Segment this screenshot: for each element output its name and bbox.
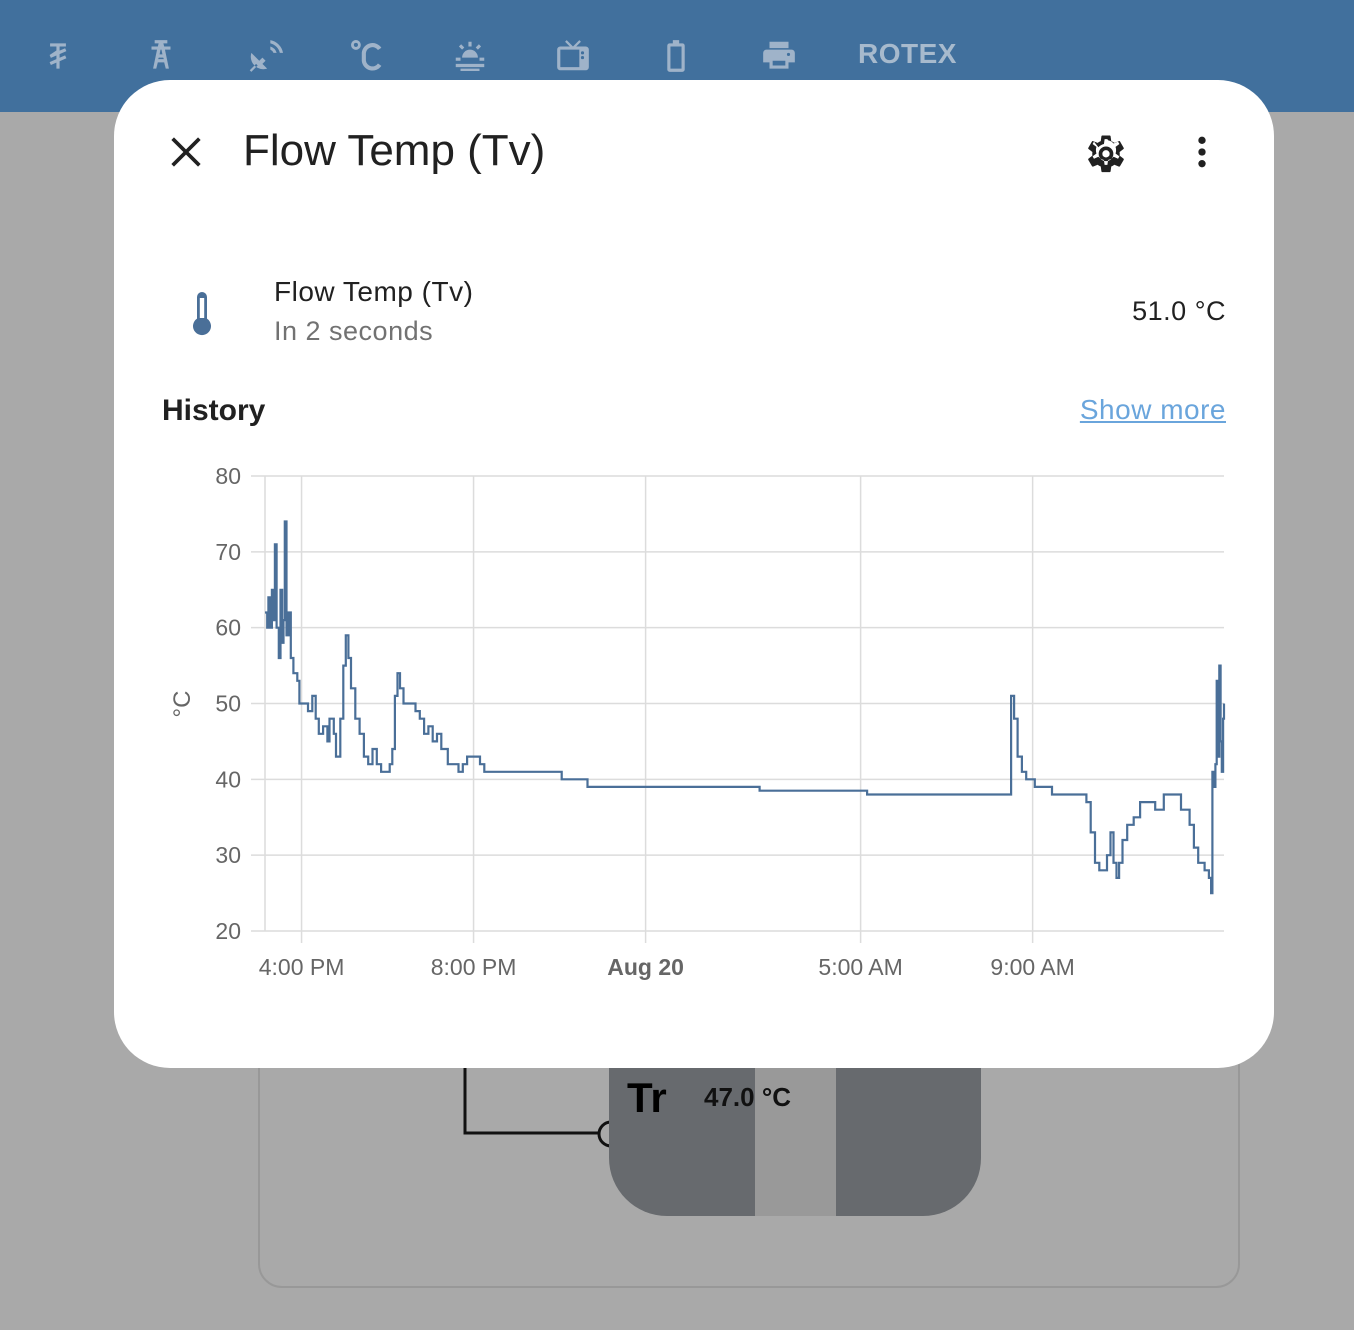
show-more-link[interactable]: Show more (1079, 394, 1226, 425)
history-title: History (162, 394, 266, 427)
sensor-label: Tr (627, 1074, 667, 1121)
x-tick-label: 9:00 AM (990, 954, 1074, 980)
printer-icon[interactable] (749, 30, 809, 82)
y-tick-label: 50 (215, 691, 241, 717)
chart-grid (251, 475, 1224, 943)
flow-temp-series-line (265, 520, 1226, 895)
x-axis-ticks: 4:00 PM 8:00 PM Aug 20 5:00 AM 9:00 AM (259, 954, 1075, 980)
y-tick-label: 30 (215, 842, 241, 868)
transmission-tower-icon[interactable] (131, 30, 191, 82)
tab-rotex[interactable]: ROTEX (858, 38, 957, 69)
television-icon[interactable] (543, 30, 603, 82)
y-tick-label: 80 (215, 463, 241, 489)
y-axis-label: °C (169, 691, 196, 718)
satellite-dish-icon[interactable] (234, 30, 294, 82)
x-tick-label: 4:00 PM (259, 954, 345, 980)
more-vertical-icon[interactable] (1182, 130, 1222, 174)
temperature-celsius-icon[interactable] (337, 30, 397, 82)
y-tick-label: 60 (215, 615, 241, 641)
x-tick-label: Aug 20 (607, 954, 684, 980)
y-tick-label: 40 (215, 766, 241, 792)
dialog-title: Flow Temp (Tv) (243, 126, 546, 175)
x-tick-label: 5:00 AM (818, 954, 902, 980)
weather-sunset-icon[interactable] (440, 30, 500, 82)
entity-secondary: In 2 seconds (274, 316, 434, 346)
y-tick-label: 20 (215, 918, 241, 944)
y-axis-ticks: 20 30 40 50 60 70 80 (215, 463, 241, 944)
y-tick-label: 70 (215, 539, 241, 565)
more-info-dialog: Flow Temp (Tv) Flow Temp (Tv) In 2 secon… (114, 80, 1274, 1068)
currency-tugrik-icon[interactable] (28, 30, 88, 82)
entity-name: Flow Temp (Tv) (274, 276, 474, 307)
close-icon[interactable] (166, 132, 206, 172)
thermometer-icon (188, 290, 216, 338)
sensor-value[interactable]: 47.0 °C (704, 1082, 792, 1112)
x-tick-label: 8:00 PM (431, 954, 517, 980)
gear-icon[interactable] (1084, 130, 1128, 174)
entity-state: 51.0 °C (1132, 296, 1226, 326)
history-chart[interactable]: 20 30 40 50 60 70 80 4:00 PM 8:00 PM Aug 20 5:00 … (114, 80, 1274, 1068)
battery-icon[interactable] (646, 30, 706, 82)
